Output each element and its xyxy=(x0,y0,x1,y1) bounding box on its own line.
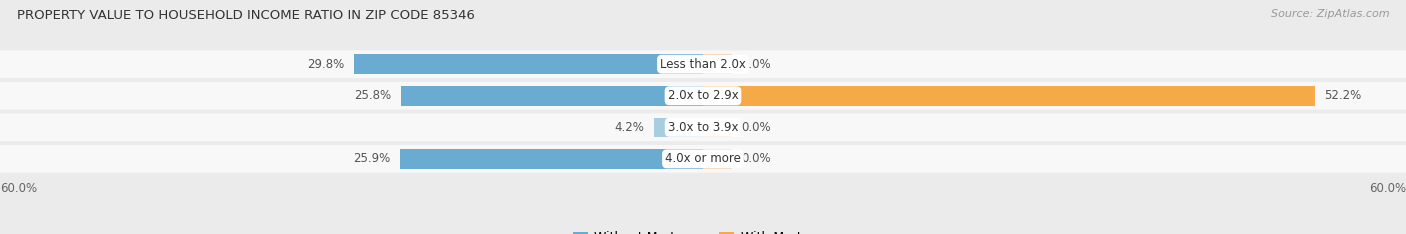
Bar xyxy=(354,55,703,74)
FancyBboxPatch shape xyxy=(0,50,1406,78)
Text: 4.2%: 4.2% xyxy=(614,121,644,134)
Text: 60.0%: 60.0% xyxy=(0,182,37,195)
Text: 2.0x to 2.9x: 2.0x to 2.9x xyxy=(668,89,738,102)
Text: 60.0%: 60.0% xyxy=(1369,182,1406,195)
Text: 29.8%: 29.8% xyxy=(308,58,344,71)
Text: 4.0x or more: 4.0x or more xyxy=(665,152,741,165)
Text: PROPERTY VALUE TO HOUSEHOLD INCOME RATIO IN ZIP CODE 85346: PROPERTY VALUE TO HOUSEHOLD INCOME RATIO… xyxy=(17,9,475,22)
Legend: Without Mortgage, With Mortgage: Without Mortgage, With Mortgage xyxy=(568,226,838,234)
Bar xyxy=(703,117,733,137)
FancyBboxPatch shape xyxy=(0,82,1406,110)
Bar xyxy=(654,117,703,137)
Text: 25.8%: 25.8% xyxy=(354,89,391,102)
Text: 0.0%: 0.0% xyxy=(742,58,772,71)
Bar xyxy=(703,55,733,74)
Text: Less than 2.0x: Less than 2.0x xyxy=(659,58,747,71)
Text: 3.0x to 3.9x: 3.0x to 3.9x xyxy=(668,121,738,134)
Bar xyxy=(401,86,703,106)
Text: Source: ZipAtlas.com: Source: ZipAtlas.com xyxy=(1271,9,1389,19)
FancyBboxPatch shape xyxy=(0,113,1406,141)
Text: 25.9%: 25.9% xyxy=(353,152,391,165)
Bar xyxy=(703,86,1315,106)
FancyBboxPatch shape xyxy=(0,145,1406,173)
Text: 0.0%: 0.0% xyxy=(742,121,772,134)
Text: 0.0%: 0.0% xyxy=(742,152,772,165)
Bar xyxy=(703,149,733,169)
Text: 52.2%: 52.2% xyxy=(1324,89,1361,102)
Bar xyxy=(399,149,703,169)
